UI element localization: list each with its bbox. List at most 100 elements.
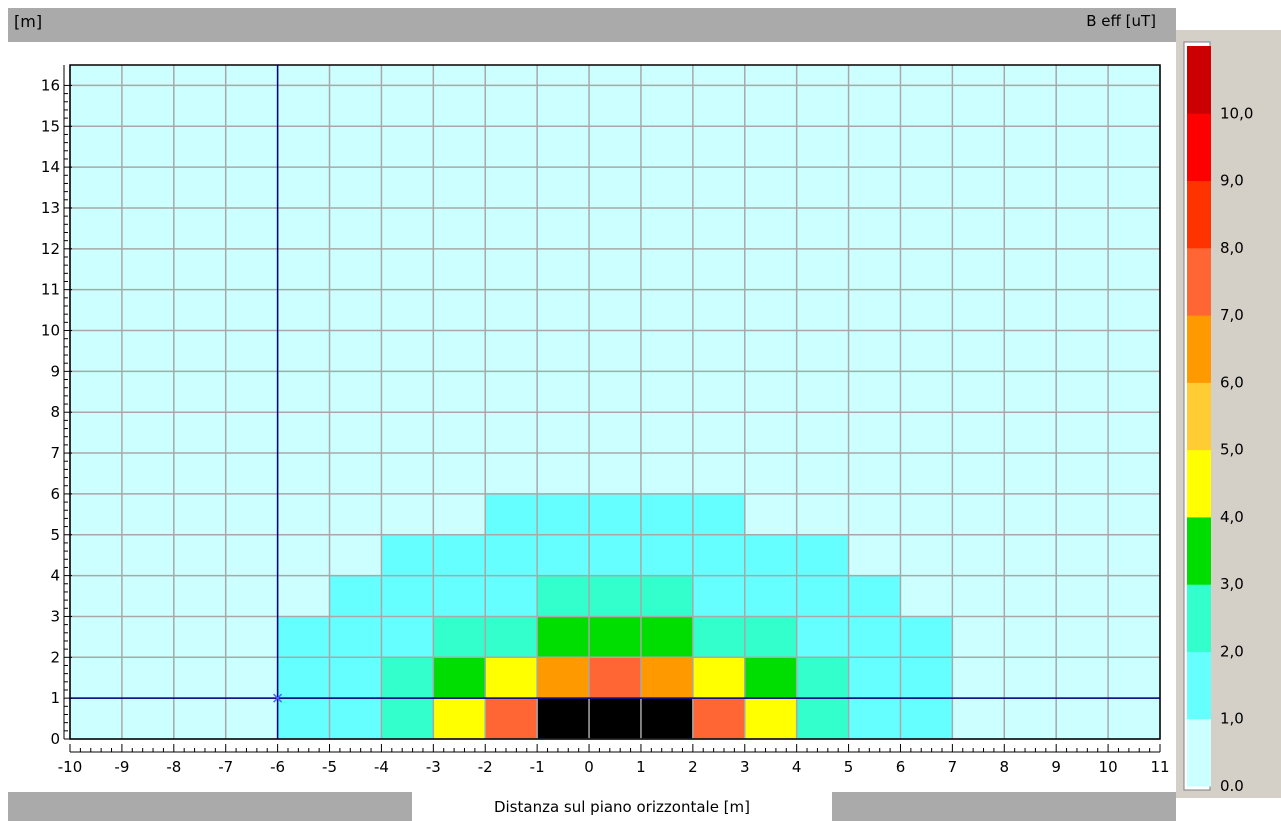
colorbar-band [1187, 180, 1211, 249]
heatmap-cell [744, 534, 797, 576]
x-tick-label: 11 [1150, 758, 1169, 776]
colorbar-label: 3,0 [1220, 575, 1244, 593]
heatmap-cell [277, 698, 330, 739]
heatmap-cell [640, 534, 693, 576]
x-tick-label: -6 [270, 758, 285, 776]
heatmap-cell [485, 534, 538, 576]
heatmap-cell [848, 698, 901, 739]
x-tick-label: -1 [530, 758, 545, 776]
heatmap-cell [537, 698, 590, 739]
y-tick-label: 11 [41, 281, 60, 299]
x-tick-label: -3 [426, 758, 441, 776]
heatmap-cell [381, 616, 434, 658]
x-tick-label: 1 [636, 758, 646, 776]
colorbar-band [1187, 718, 1211, 787]
legend-unit-label: B eff [uT] [1086, 12, 1156, 30]
plot-border [69, 64, 1161, 740]
heatmap-cell [589, 575, 641, 617]
heatmap-cell [381, 534, 434, 576]
heatmap-cell [537, 616, 590, 658]
top-bar: [m] B eff [uT] [8, 8, 1176, 42]
heatmap-cell [692, 698, 745, 739]
heatmap-cell [485, 657, 538, 699]
heatmap-cell [848, 575, 901, 617]
colorbar-label: 9,0 [1220, 172, 1244, 190]
heatmap-cell [433, 616, 486, 658]
y-tick-label: 14 [41, 158, 60, 176]
heatmap-cell [329, 657, 382, 699]
heatmap-cell [692, 575, 745, 617]
colorbar-label: 6,0 [1220, 373, 1244, 391]
heatmap-cell [433, 534, 486, 576]
y-tick-label: 10 [41, 322, 60, 340]
x-tick-label: 9 [1051, 758, 1061, 776]
y-tick-label: 13 [41, 199, 60, 217]
y-tick-label: 16 [41, 76, 60, 94]
colorbar-band [1187, 584, 1211, 652]
x-tick-label: -8 [166, 758, 181, 776]
plot-frame: -10 -9 -8 -7 -6 -5 -4 -3 -2 -1 0 1 2 3 4 5 6 7 8 9 10 11 0 1 2 3 4… [8, 42, 1176, 792]
heatmap-cell [796, 534, 849, 576]
colorbar-label: 0.0 [1220, 777, 1244, 795]
heatmap-cell [848, 616, 901, 658]
heatmap-chart[interactable]: -10 -9 -8 -7 -6 -5 -4 -3 -2 -1 0 1 2 3 4 5 6 7 8 9 10 1101234… [8, 42, 1176, 792]
colorbar-band [1187, 382, 1211, 451]
colorbar-band [1187, 516, 1211, 585]
x-tick-label: -5 [322, 758, 337, 776]
heatmap-cell [796, 698, 849, 739]
heatmap-cell [329, 575, 382, 617]
colorbar-band [1187, 315, 1211, 383]
heatmap-cell [640, 493, 693, 535]
x-tick-label: 2 [688, 758, 698, 776]
heatmap-cell [537, 534, 590, 576]
heatmap-cell [848, 657, 901, 699]
x-tick-label: 10 [1099, 758, 1118, 776]
heatmap-cell [381, 657, 434, 699]
crosshair-marker [273, 693, 283, 703]
heatmap-cell [744, 657, 797, 699]
heatmap-cell [744, 575, 797, 617]
y-tick-label: 6 [50, 485, 60, 503]
heatmap-cell [640, 698, 693, 739]
heatmap-cell [277, 657, 330, 699]
y-tick-label: 3 [50, 607, 60, 625]
heatmap-cell [433, 698, 486, 739]
heatmap-cell [589, 698, 641, 739]
heatmap-cell [900, 616, 953, 658]
y-tick-label: 4 [50, 567, 60, 585]
y-tick-label: 7 [50, 444, 60, 462]
heatmap-cell [381, 575, 434, 617]
y-tick-label: 15 [41, 117, 60, 135]
y-tick-label: 2 [50, 648, 60, 666]
y-tick-label: 8 [50, 403, 60, 421]
heatmap-cell [640, 616, 693, 658]
heatmap-cell [796, 575, 849, 617]
colorbar-band [1187, 113, 1211, 182]
colorbar-label: 2,0 [1220, 642, 1244, 660]
heatmap-cell [900, 657, 953, 699]
heatmap-cell [485, 575, 538, 617]
colorbar-panel: 0.0 1,0 2,0 3,0 4,0 5,0 6,0 7,0 8,0 9,0 10,0 [1176, 30, 1281, 798]
colorbar-label: 1,0 [1220, 710, 1244, 728]
colorbar-label: 7,0 [1220, 306, 1244, 324]
x-tick-label: -9 [114, 758, 129, 776]
heatmap-cell [692, 616, 745, 658]
y-tick-label: 9 [50, 362, 60, 380]
x-tick-label: 6 [896, 758, 906, 776]
heatmap-cell [381, 698, 434, 739]
heatmap-cell [537, 657, 590, 699]
x-tick-label: 8 [1000, 758, 1010, 776]
heatmap-cell [329, 698, 382, 739]
heatmap-cell [692, 493, 745, 535]
heatmap-cell [744, 616, 797, 658]
heatmap-cell [589, 657, 641, 699]
heatmap-cell [589, 616, 641, 658]
heatmap-cell [640, 575, 693, 617]
bottom-bar-left [8, 792, 412, 821]
heatmap-cell [589, 534, 641, 576]
heatmap-cell [744, 698, 797, 739]
y-unit-label: [m] [14, 12, 43, 31]
heatmap-cell [277, 616, 330, 658]
colorbar-label: 5,0 [1220, 441, 1244, 459]
heatmap-cell [796, 657, 849, 699]
